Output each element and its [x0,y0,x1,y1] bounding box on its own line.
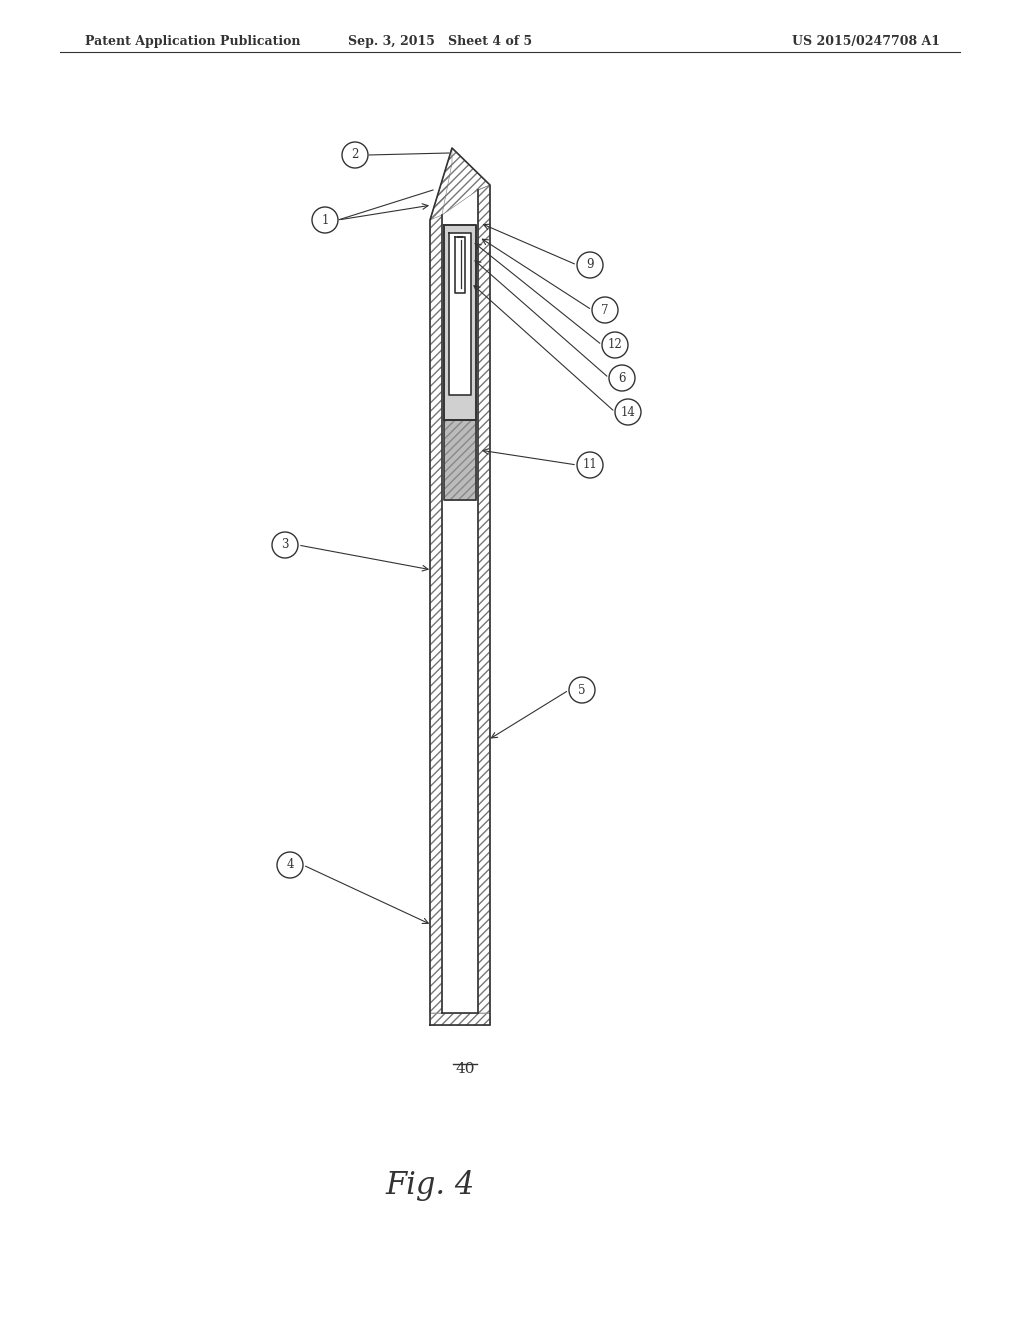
Circle shape [615,399,641,425]
Text: 1: 1 [322,214,329,227]
Text: US 2015/0247708 A1: US 2015/0247708 A1 [792,36,940,48]
Text: 40: 40 [456,1063,475,1076]
Circle shape [609,366,635,391]
Circle shape [278,851,303,878]
Circle shape [569,677,595,704]
Text: 7: 7 [601,304,608,317]
Text: 4: 4 [287,858,294,871]
Text: 3: 3 [282,539,289,552]
Text: 5: 5 [579,684,586,697]
Polygon shape [444,224,476,420]
Circle shape [577,451,603,478]
Text: Sep. 3, 2015   Sheet 4 of 5: Sep. 3, 2015 Sheet 4 of 5 [348,36,532,48]
Text: Patent Application Publication: Patent Application Publication [85,36,300,48]
Text: 12: 12 [607,338,623,351]
Circle shape [602,333,628,358]
Text: 14: 14 [621,405,636,418]
Circle shape [592,297,618,323]
Circle shape [342,143,368,168]
Circle shape [312,207,338,234]
Text: 9: 9 [587,259,594,272]
Bar [449,234,471,395]
Circle shape [577,252,603,279]
Text: 6: 6 [618,371,626,384]
Polygon shape [444,420,476,500]
Circle shape [272,532,298,558]
Bar [455,238,465,293]
Text: 2: 2 [351,149,358,161]
Text: 11: 11 [583,458,597,471]
Text: Fig. 4: Fig. 4 [385,1170,475,1201]
